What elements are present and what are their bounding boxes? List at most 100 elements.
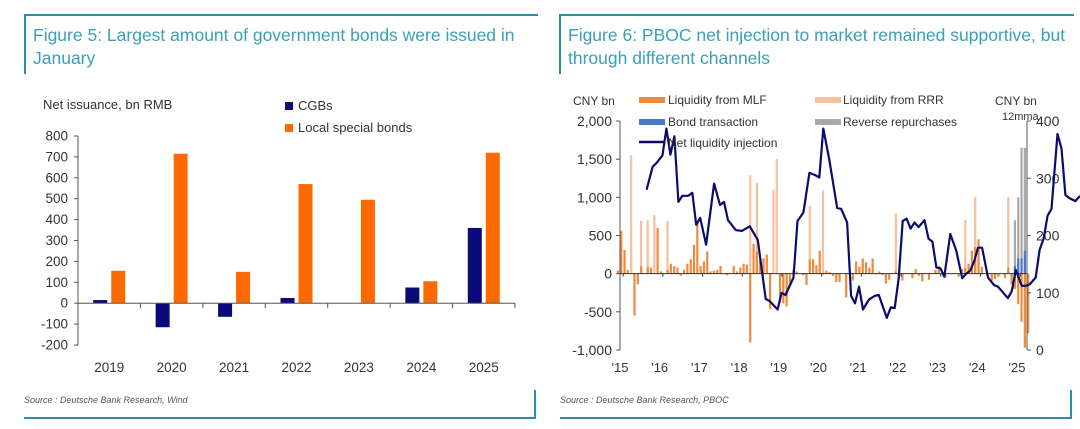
y-right-tick-label: 400 <box>1036 113 1060 129</box>
bar-mlf <box>732 266 735 274</box>
figure-5-chart: Net issuance, bn RMB CGBs Local special … <box>41 97 516 375</box>
bar-mlf <box>815 265 818 274</box>
bar-mlf <box>888 273 891 280</box>
x-tick-label: '25 <box>1009 360 1026 375</box>
y-right-tick-label: 0 <box>1036 342 1044 358</box>
bar-mlf <box>765 254 768 274</box>
legend-label-net-injection: Net liquidity injection <box>668 136 777 150</box>
figure-6-title-frame: Figure 6: PBOC net injection to market r… <box>559 14 1074 74</box>
bar-mlf <box>1013 273 1017 289</box>
bar-mlf <box>818 250 821 274</box>
bar-mlf <box>686 263 689 274</box>
bar-mlf <box>1027 273 1030 334</box>
bar-mlf <box>835 273 838 283</box>
bar-rrr <box>894 213 897 274</box>
legend-label-mlf: Liquidity from MLF <box>668 93 767 107</box>
bar-bond-transaction <box>1023 250 1026 274</box>
y-tick-label: -200 <box>41 338 68 353</box>
bar-mlf <box>616 270 620 274</box>
figure-5-title-frame: Figure 5: Largest amount of government b… <box>24 14 538 74</box>
y-tick-label: 100 <box>45 275 68 290</box>
bar-mlf <box>692 244 696 274</box>
figure-5-panel: Figure 5: Largest amount of government b… <box>24 14 538 419</box>
bar-mlf <box>778 273 782 303</box>
bar-mlf <box>1007 267 1010 274</box>
bar-local-special-bonds <box>485 152 500 304</box>
bar-mlf <box>639 266 643 274</box>
bar-reverse-repo <box>1017 197 1020 274</box>
bar-mlf <box>795 271 798 274</box>
bar-reverse-repo <box>1023 147 1026 274</box>
bar-mlf <box>716 269 719 274</box>
bar-mlf <box>864 262 868 274</box>
bar-mlf <box>636 273 639 285</box>
bar-mlf <box>921 273 924 282</box>
bar-cgbs <box>218 303 233 317</box>
x-tick-label: '22 <box>889 360 906 375</box>
bar-mlf <box>917 273 921 276</box>
x-tick-label: 2021 <box>219 360 249 375</box>
bar-mlf <box>881 273 884 276</box>
bar-mlf <box>673 266 676 274</box>
bar-rrr <box>808 205 811 274</box>
bar-mlf <box>1020 273 1023 322</box>
legend-swatch-repo <box>815 119 841 125</box>
y-left-tick-label: 1,500 <box>577 151 612 167</box>
figure-6-title: Figure 6: PBOC net injection to market r… <box>568 25 1066 68</box>
bar-mlf <box>699 266 702 274</box>
bar-local-special-bonds <box>173 153 188 304</box>
bar-mlf <box>679 273 682 276</box>
bar-mlf <box>676 267 679 274</box>
bar-mlf <box>960 269 964 274</box>
bar-local-special-bonds <box>423 281 438 304</box>
y-left-tick-label: -500 <box>584 304 612 320</box>
bar-rrr <box>639 220 643 274</box>
bar-mlf <box>739 267 742 274</box>
bar-bond-transaction <box>1017 258 1020 274</box>
legend-swatch-cgbs <box>285 102 293 110</box>
bar-mlf <box>682 269 686 274</box>
net-liquidity-injection-line <box>645 127 1080 319</box>
bar-mlf <box>868 267 871 274</box>
bar-mlf <box>937 266 940 274</box>
bar-mlf <box>964 267 967 274</box>
bar-mlf <box>702 261 706 274</box>
bar-rrr <box>749 175 752 274</box>
bar-mlf <box>980 266 983 274</box>
bar-mlf <box>666 269 669 274</box>
bar-mlf <box>696 220 699 274</box>
bar-mlf <box>762 258 765 274</box>
bar-mlf <box>620 230 623 274</box>
x-tick-label: 2025 <box>469 360 499 375</box>
y-tick-label: 0 <box>60 296 68 311</box>
y-left-tick-label: 500 <box>589 228 613 244</box>
bar-mlf <box>901 273 904 281</box>
x-tick-label: '19 <box>770 360 787 375</box>
y-right-tick-label: 300 <box>1036 170 1060 186</box>
bar-mlf <box>755 251 758 274</box>
bar-mlf <box>878 271 881 274</box>
bar-reverse-repo <box>1020 147 1023 274</box>
x-tick-label: 2020 <box>157 360 187 375</box>
x-tick-label: 2019 <box>94 360 124 375</box>
bar-mlf <box>934 269 937 274</box>
x-tick-label: '16 <box>651 360 668 375</box>
legend-swatch-local-special-bonds <box>285 124 293 132</box>
bar-mlf <box>1010 273 1013 285</box>
bar-mlf <box>633 273 636 316</box>
figure-6-chart: CNY bn CNY bn 12mma 2,000 1,500 1,000 500 0 -… <box>572 93 1080 375</box>
bar-mlf <box>977 239 980 274</box>
bar-mlf <box>725 273 729 276</box>
bar-mlf <box>858 266 861 274</box>
bar-mlf <box>788 273 792 286</box>
bar-mlf <box>970 250 974 274</box>
bar-mlf <box>805 273 808 286</box>
bar-rrr <box>630 155 633 274</box>
y-left-tick-label: 2,000 <box>577 113 612 129</box>
figure-5-legend: CGBs Local special bonds <box>285 98 413 135</box>
bar-mlf <box>769 273 772 309</box>
bar-mlf <box>914 269 917 274</box>
bar-mlf <box>649 267 653 274</box>
legend-label-bond: Bond transaction <box>668 115 758 129</box>
bar-mlf <box>993 273 997 280</box>
